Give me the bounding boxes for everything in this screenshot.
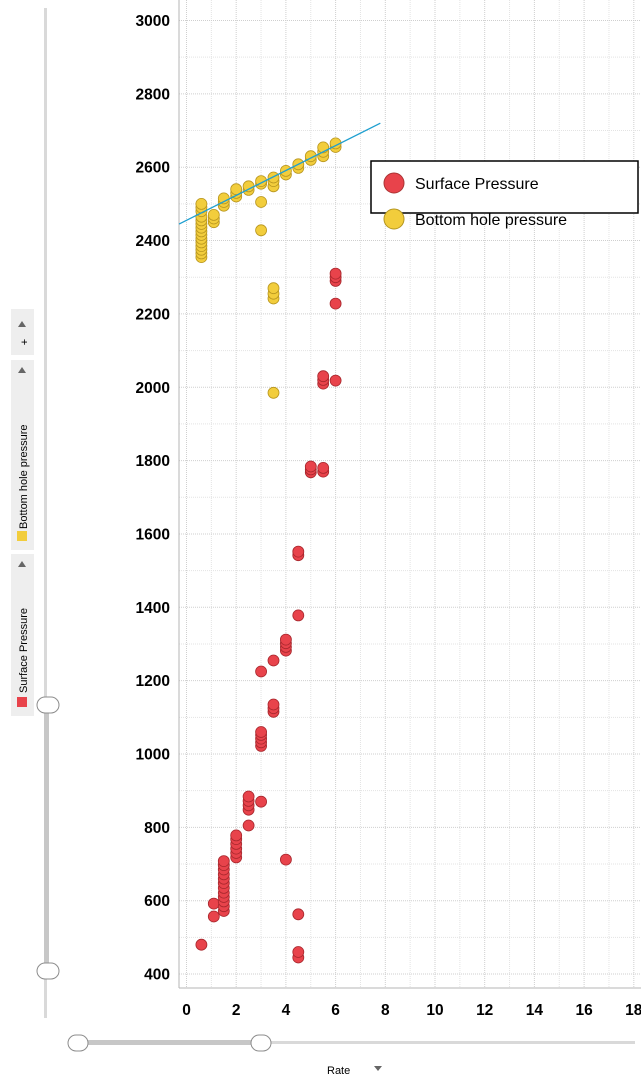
data-point[interactable] (317, 461, 330, 474)
data-point[interactable] (255, 795, 268, 808)
data-point[interactable] (292, 908, 305, 921)
legend[interactable]: Surface Pressure Bottom hole pressure (370, 160, 639, 230)
data-point[interactable] (267, 386, 280, 399)
legend-marker-bottom-hole-pressure (383, 208, 405, 230)
legend-label-surface-pressure[interactable]: Surface Pressure (415, 176, 539, 193)
y-tick-label: 2800 (136, 86, 170, 103)
expand-arrow-icon[interactable] (18, 367, 26, 373)
y-tick-label: 2200 (136, 306, 170, 323)
data-point[interactable] (195, 938, 208, 951)
x-axis-selector[interactable]: Rate (327, 1065, 382, 1077)
x-tick-label: 10 (426, 1002, 443, 1019)
data-point[interactable] (242, 819, 255, 832)
y-tick-label: 2600 (136, 160, 170, 177)
x-slider-handle-left[interactable] (67, 1034, 89, 1052)
data-point[interactable] (304, 460, 317, 473)
legend-label-bottom-hole-pressure[interactable]: Bottom hole pressure (415, 212, 567, 229)
trendline (178, 122, 381, 225)
x-tick-label: 4 (282, 1002, 291, 1019)
x-tick-label: 8 (381, 1002, 390, 1019)
caret-down-icon[interactable] (374, 1066, 382, 1071)
grid (179, 0, 641, 988)
data-point[interactable] (292, 946, 305, 958)
y-tick-label: 1400 (136, 600, 170, 617)
x-zoom-slider[interactable] (67, 1034, 635, 1052)
y-slider-range[interactable] (44, 708, 49, 972)
data-point[interactable] (329, 374, 342, 387)
y-tick-label: 2400 (136, 233, 170, 250)
surface-pressure-series-label[interactable]: Surface Pressure (18, 608, 30, 693)
data-point[interactable] (279, 853, 292, 866)
x-tick-label: 0 (182, 1002, 191, 1019)
add-series-tab[interactable] (11, 309, 34, 355)
y-tick-label: 400 (144, 967, 170, 984)
data-point[interactable] (207, 910, 220, 923)
x-tick-label: 6 (331, 1002, 340, 1019)
bottom-hole-swatch (17, 531, 27, 541)
y-tick-label: 1800 (136, 453, 170, 470)
series-bottom-hole-pressure (195, 137, 342, 399)
y-tick-label: 3000 (136, 13, 170, 30)
y-tick-label: 1000 (136, 747, 170, 764)
data-point[interactable] (329, 297, 342, 310)
data-point[interactable] (195, 197, 208, 210)
trendline-layer (178, 122, 381, 225)
x-axis-label[interactable]: Rate (327, 1065, 350, 1077)
legend-box (370, 160, 639, 214)
data-points (195, 137, 342, 964)
x-tick-label: 14 (526, 1002, 544, 1019)
bottom-hole-series-label[interactable]: Bottom hole pressure (18, 424, 30, 529)
data-point[interactable] (267, 698, 280, 711)
y-tick-label: 600 (144, 893, 170, 910)
data-point[interactable] (255, 726, 268, 738)
x-tick-label: 12 (476, 1002, 493, 1019)
x-tick-label: 16 (575, 1002, 593, 1019)
x-slider-track[interactable] (80, 1041, 635, 1044)
legend-marker-surface-pressure (383, 172, 405, 194)
data-point[interactable] (292, 545, 305, 558)
y-tick-label: 2000 (136, 380, 170, 397)
data-point[interactable] (255, 224, 268, 237)
data-point[interactable] (242, 180, 255, 193)
x-tick-label: 2 (232, 1002, 241, 1019)
data-point[interactable] (317, 370, 330, 383)
data-point[interactable] (255, 196, 268, 208)
data-point[interactable] (267, 282, 280, 295)
data-point[interactable] (207, 897, 220, 910)
expand-arrow-icon[interactable] (18, 321, 26, 327)
data-point[interactable] (230, 829, 243, 842)
data-point[interactable] (267, 171, 280, 184)
expand-arrow-icon[interactable] (18, 561, 26, 567)
axes: 4006008001000120014001600180020002200240… (136, 0, 641, 1019)
data-point[interactable] (207, 208, 220, 221)
y-tick-label: 1200 (136, 673, 170, 690)
x-slider-range[interactable] (82, 1040, 260, 1045)
surface-pressure-series-tab[interactable] (11, 554, 34, 716)
data-point[interactable] (329, 267, 342, 280)
data-point[interactable] (242, 790, 255, 803)
y-tick-label: 800 (144, 820, 170, 837)
data-point[interactable] (292, 609, 305, 622)
y-tick-label: 1600 (136, 526, 170, 543)
x-tick-label: 18 (625, 1002, 641, 1019)
data-point[interactable] (255, 665, 268, 678)
surface-pressure-swatch (17, 697, 27, 707)
data-point[interactable] (267, 654, 280, 667)
add-series-symbol[interactable]: + (19, 339, 31, 345)
series-panel: + Bottom hole pressure Surface Pressure (11, 309, 34, 716)
y-slider-track[interactable] (44, 8, 47, 1018)
x-slider-handle-right[interactable] (250, 1034, 272, 1052)
series-surface-pressure (195, 267, 342, 964)
y-slider-handle-top[interactable] (36, 696, 60, 714)
data-point[interactable] (279, 633, 292, 646)
bottom-hole-series-tab[interactable] (11, 360, 34, 550)
y-slider-handle-bottom[interactable] (36, 962, 60, 980)
data-point[interactable] (217, 855, 230, 867)
y-zoom-slider[interactable] (36, 8, 60, 1018)
